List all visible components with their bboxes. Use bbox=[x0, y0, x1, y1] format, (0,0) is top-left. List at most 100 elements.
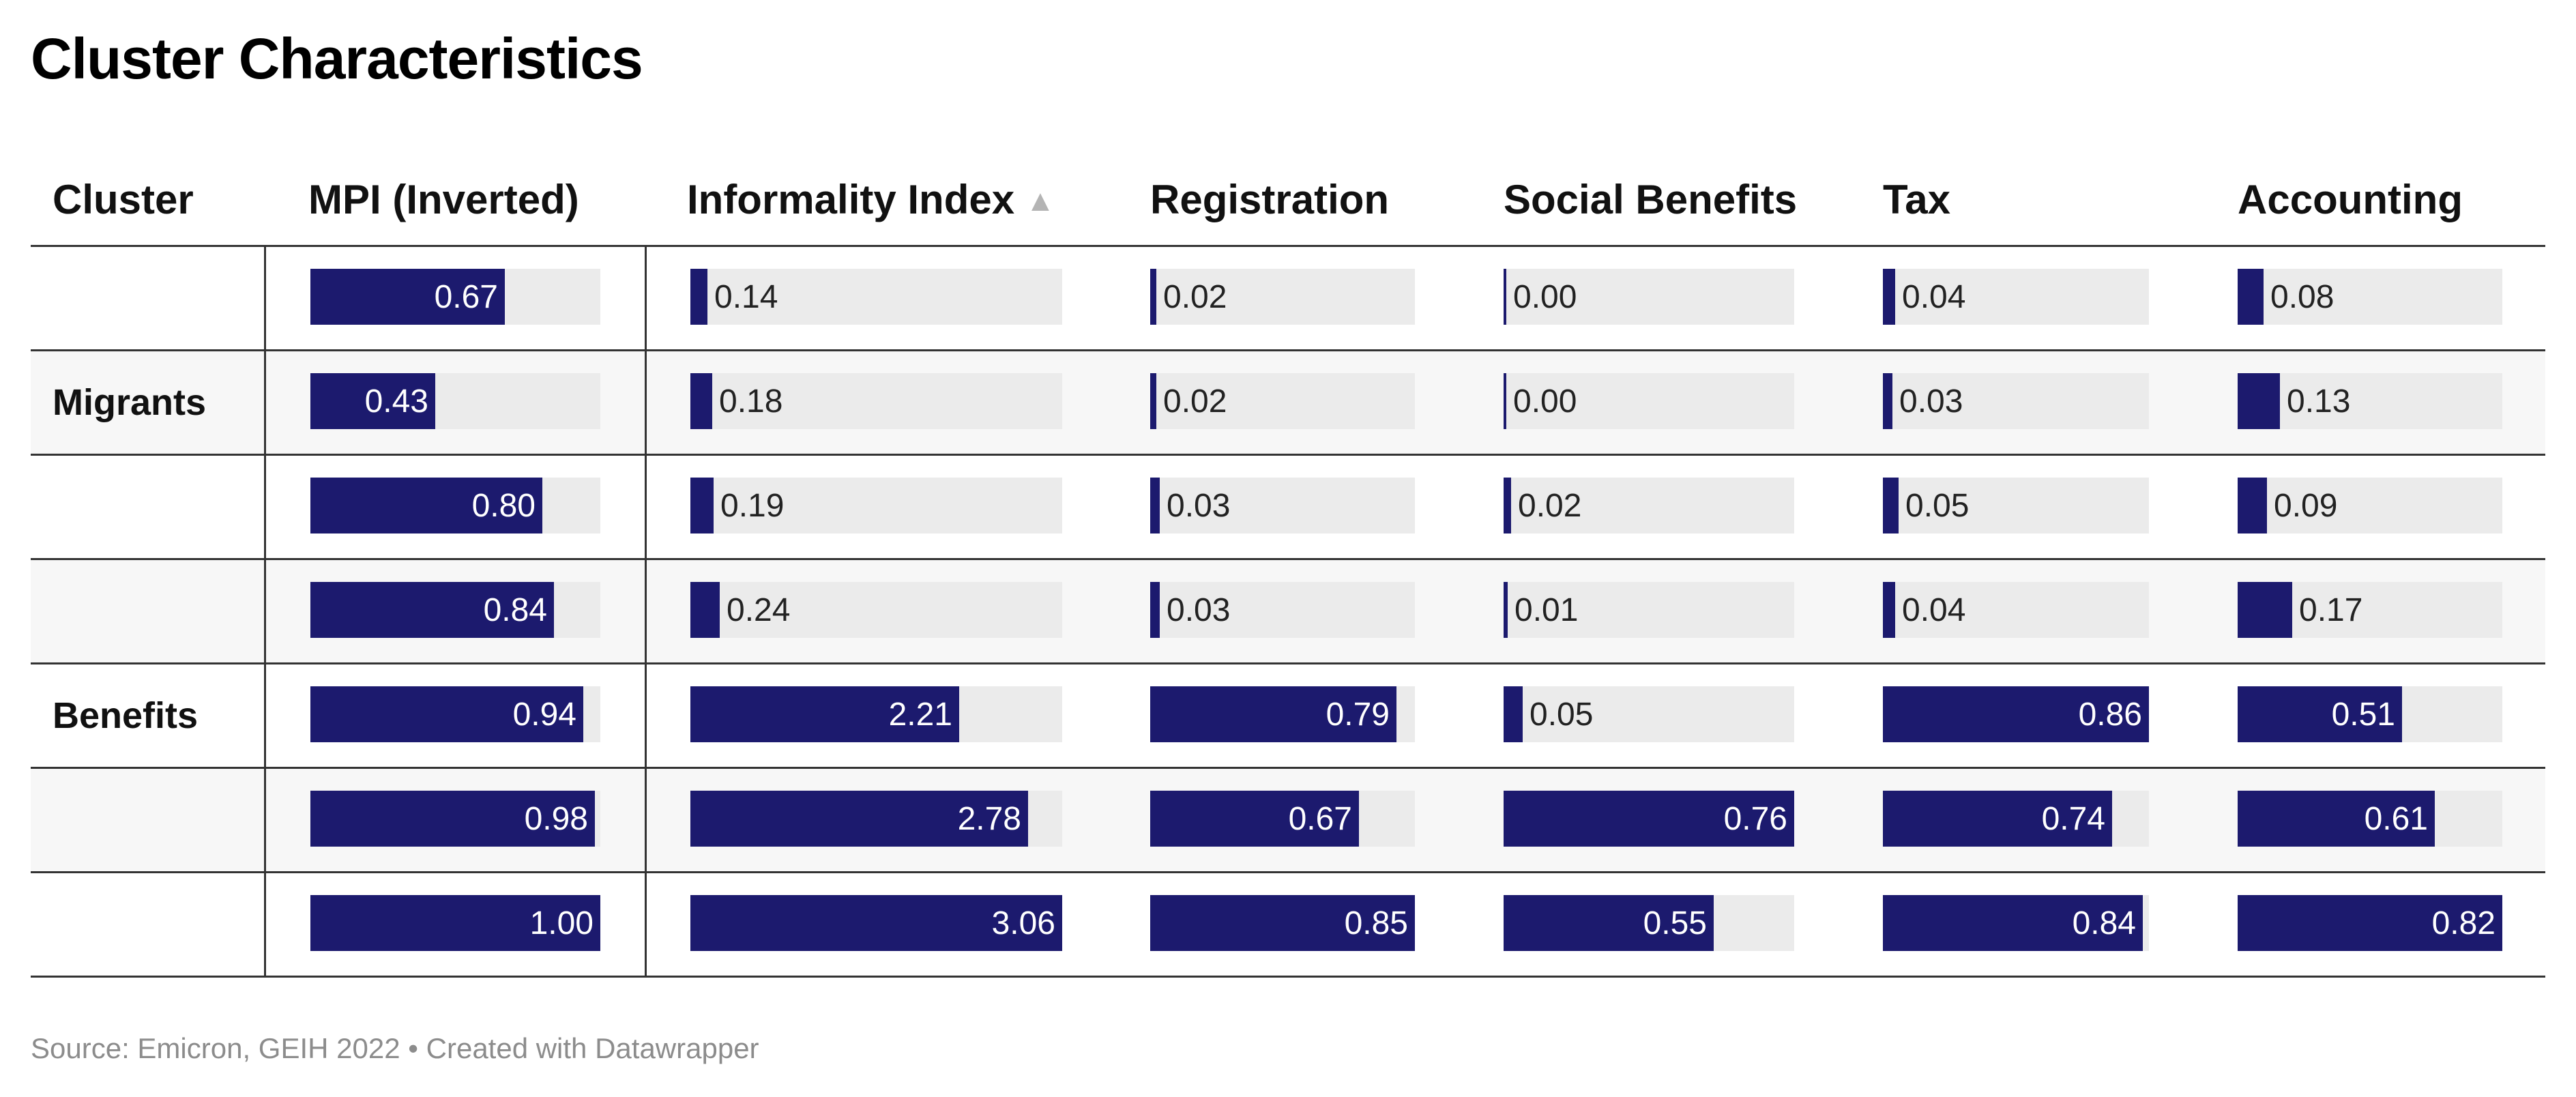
bar-tax bbox=[1883, 791, 2112, 847]
footer-separator: • bbox=[408, 1032, 418, 1064]
bar-informality bbox=[690, 895, 1062, 951]
column-divider bbox=[645, 560, 647, 662]
bar-track-accounting: 0.13 bbox=[2238, 373, 2502, 429]
column-divider bbox=[264, 247, 266, 349]
column-header-cluster[interactable]: Cluster bbox=[53, 176, 194, 223]
bar-track-registration: 0.67 bbox=[1150, 791, 1415, 847]
triangle-up-icon[interactable]: ▲ bbox=[1025, 184, 1055, 218]
bar-track-tax: 0.04 bbox=[1883, 269, 2149, 325]
bar-mpi bbox=[310, 373, 435, 429]
credit-link[interactable]: Created with Datawrapper bbox=[426, 1032, 759, 1064]
bar-tax bbox=[1883, 478, 1899, 533]
column-header-label: Informality Index bbox=[687, 177, 1015, 222]
table-row: Migrants 0.43 0.18 0.02 0.00 0.03 0.13 bbox=[31, 351, 2545, 456]
bar-value-label: 0.43 bbox=[364, 383, 428, 420]
source-text: Source: Emicron, GEIH 2022 bbox=[31, 1032, 400, 1064]
bar-track-registration: 0.02 bbox=[1150, 373, 1415, 429]
bar-social bbox=[1504, 686, 1523, 742]
bar-mpi bbox=[310, 478, 542, 533]
bar-mpi bbox=[310, 269, 505, 325]
bar-registration bbox=[1150, 582, 1160, 638]
column-header-label: Registration bbox=[1150, 177, 1390, 222]
bar-track-mpi: 0.67 bbox=[310, 269, 600, 325]
bar-value-label: 0.79 bbox=[1326, 696, 1390, 733]
bar-value-label: 0.19 bbox=[720, 487, 785, 524]
bar-mpi bbox=[310, 582, 554, 638]
bar-track-mpi: 0.84 bbox=[310, 582, 600, 638]
chart-title: Cluster Characteristics bbox=[31, 27, 643, 91]
bar-value-label: 0.02 bbox=[1163, 278, 1227, 315]
bar-accounting bbox=[2238, 269, 2264, 325]
bar-registration bbox=[1150, 373, 1156, 429]
bar-value-label: 0.01 bbox=[1514, 591, 1579, 628]
bar-value-label: 0.61 bbox=[2364, 800, 2428, 837]
bar-registration bbox=[1150, 895, 1415, 951]
bar-mpi bbox=[310, 686, 583, 742]
bar-value-label: 0.03 bbox=[1899, 383, 1963, 420]
bar-value-label: 0.98 bbox=[524, 800, 588, 837]
column-divider bbox=[645, 769, 647, 871]
column-divider bbox=[264, 769, 266, 871]
column-divider bbox=[264, 456, 266, 558]
bar-track-social: 0.02 bbox=[1504, 478, 1794, 533]
bar-track-accounting: 0.17 bbox=[2238, 582, 2502, 638]
bar-track-mpi: 0.98 bbox=[310, 791, 600, 847]
bar-accounting bbox=[2238, 791, 2435, 847]
column-header-mpi[interactable]: MPI (Inverted) bbox=[308, 176, 579, 223]
column-header-label: Accounting bbox=[2238, 177, 2463, 222]
bar-social bbox=[1504, 582, 1508, 638]
bar-track-accounting: 0.08 bbox=[2238, 269, 2502, 325]
bar-value-label: 0.17 bbox=[2299, 591, 2363, 628]
bar-value-label: 0.03 bbox=[1167, 487, 1231, 524]
bar-social bbox=[1504, 895, 1714, 951]
bar-track-registration: 0.03 bbox=[1150, 478, 1415, 533]
bar-track-accounting: 0.82 bbox=[2238, 895, 2502, 951]
bar-social bbox=[1504, 791, 1794, 847]
column-divider bbox=[264, 664, 266, 767]
bar-track-informality: 2.21 bbox=[690, 686, 1062, 742]
column-header-tax[interactable]: Tax bbox=[1883, 176, 1950, 223]
bar-social bbox=[1504, 269, 1506, 325]
bar-value-label: 0.02 bbox=[1163, 383, 1227, 420]
column-divider bbox=[264, 560, 266, 662]
bar-value-label: 0.94 bbox=[512, 696, 576, 733]
table-row: 0.84 0.24 0.03 0.01 0.04 0.17 bbox=[31, 560, 2545, 664]
column-header-informality[interactable]: Informality Index ▲ bbox=[687, 176, 1055, 223]
column-divider bbox=[645, 873, 647, 976]
bar-value-label: 1.00 bbox=[529, 905, 594, 941]
bar-track-tax: 0.86 bbox=[1883, 686, 2149, 742]
bar-track-registration: 0.03 bbox=[1150, 582, 1415, 638]
bar-informality bbox=[690, 582, 720, 638]
table-row: 0.67 0.14 0.02 0.00 0.04 0.08 bbox=[31, 247, 2545, 351]
bar-value-label: 0.04 bbox=[1902, 278, 1966, 315]
column-divider bbox=[645, 456, 647, 558]
bar-track-informality: 3.06 bbox=[690, 895, 1062, 951]
bar-track-mpi: 0.43 bbox=[310, 373, 600, 429]
bar-value-label: 0.09 bbox=[2274, 487, 2338, 524]
bar-value-label: 0.08 bbox=[2270, 278, 2334, 315]
bar-track-accounting: 0.09 bbox=[2238, 478, 2502, 533]
bar-value-label: 0.02 bbox=[1518, 487, 1582, 524]
bar-tax bbox=[1883, 895, 2143, 951]
bar-tax bbox=[1883, 686, 2149, 742]
bar-value-label: 0.04 bbox=[1902, 591, 1966, 628]
column-header-accounting[interactable]: Accounting bbox=[2238, 176, 2463, 223]
column-header-registration[interactable]: Registration bbox=[1150, 176, 1389, 223]
bar-track-tax: 0.05 bbox=[1883, 478, 2149, 533]
table-row: 0.98 2.78 0.67 0.76 0.74 0.61 bbox=[31, 769, 2545, 873]
bar-accounting bbox=[2238, 895, 2502, 951]
bar-value-label: 0.85 bbox=[1344, 905, 1408, 941]
bar-informality bbox=[690, 373, 712, 429]
bar-informality bbox=[690, 686, 959, 742]
bar-track-social: 0.00 bbox=[1504, 269, 1794, 325]
table-header-row: Cluster MPI (Inverted) Informality Index ▲ R… bbox=[31, 162, 2545, 247]
bar-track-social: 0.76 bbox=[1504, 791, 1794, 847]
bar-track-accounting: 0.61 bbox=[2238, 791, 2502, 847]
cluster-table: Cluster MPI (Inverted) Informality Index ▲ R… bbox=[31, 162, 2545, 978]
bar-track-mpi: 1.00 bbox=[310, 895, 600, 951]
bar-registration bbox=[1150, 269, 1156, 325]
bar-track-tax: 0.74 bbox=[1883, 791, 2149, 847]
bar-track-registration: 0.02 bbox=[1150, 269, 1415, 325]
column-header-social[interactable]: Social Benefits bbox=[1504, 176, 1797, 223]
column-header-label: Social Benefits bbox=[1504, 177, 1798, 222]
